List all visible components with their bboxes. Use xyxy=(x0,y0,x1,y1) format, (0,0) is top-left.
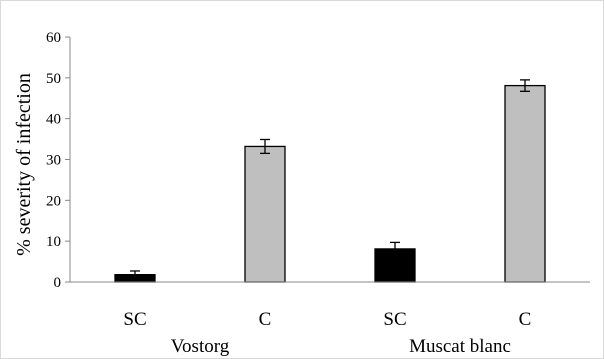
x-group-label: Vostorg xyxy=(171,336,230,357)
x-group-label: Muscat blanc xyxy=(409,336,511,357)
x-category-labels: SC C SC C xyxy=(123,309,531,330)
x-category-label: C xyxy=(519,309,532,330)
bar xyxy=(504,84,546,283)
y-tick-label: 10 xyxy=(46,234,61,250)
y-tick-label: 0 xyxy=(54,275,62,291)
x-category-label: C xyxy=(259,309,272,330)
y-tick-label: 20 xyxy=(46,193,61,209)
x-category-label: SC xyxy=(123,309,146,330)
error-bars xyxy=(130,79,530,279)
x-category-label: SC xyxy=(383,309,406,330)
y-axis-ticks: 0 10 20 30 40 50 60 xyxy=(46,30,70,291)
y-tick-label: 30 xyxy=(46,153,61,169)
y-tick-label: 50 xyxy=(46,71,61,87)
y-axis-label: % severity of infection xyxy=(13,73,35,256)
y-tick-label: 60 xyxy=(46,30,61,46)
bar xyxy=(244,145,286,283)
x-group-labels: Vostorg Muscat blanc xyxy=(171,336,511,357)
y-tick-label: 40 xyxy=(46,112,61,128)
